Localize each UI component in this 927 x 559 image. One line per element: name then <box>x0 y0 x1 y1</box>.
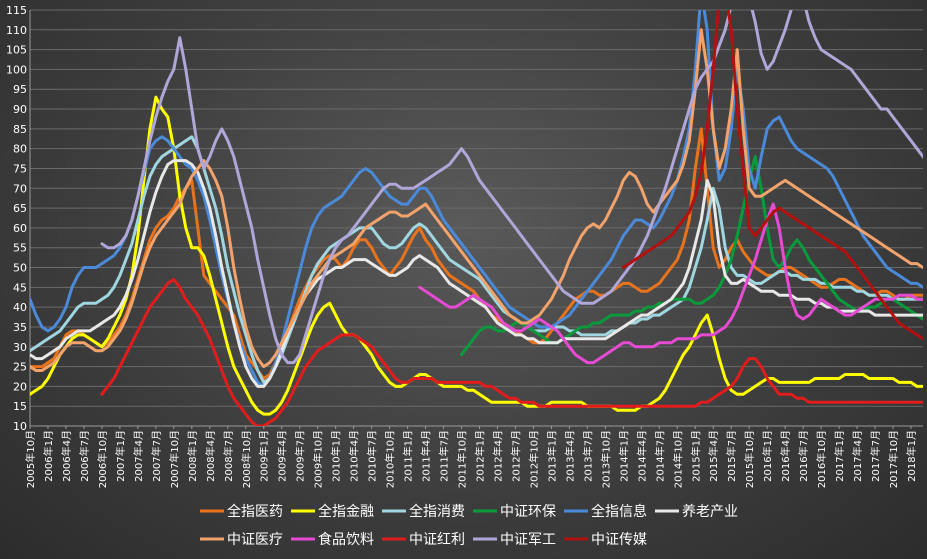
x-tick-label: 2011年7月 <box>438 430 451 482</box>
x-tick-label: 2009年1月 <box>258 430 271 482</box>
series-line-6 <box>30 28 923 372</box>
y-tick-label: 105 <box>6 44 27 57</box>
series-line-2 <box>30 135 923 384</box>
series-line-10 <box>621 10 923 341</box>
x-tick-label: 2010年1月 <box>330 430 343 482</box>
y-tick-label: 85 <box>13 123 27 136</box>
y-tick-label: 15 <box>13 400 27 413</box>
x-tick-label: 2007年1月 <box>114 430 127 482</box>
y-tick-label: 115 <box>6 4 27 17</box>
x-tick-label: 2011年10月 <box>456 430 469 488</box>
legend-label-4: 全指信息 <box>591 503 647 520</box>
x-tick-label: 2018年1月 <box>905 430 918 482</box>
y-tick-label: 50 <box>13 262 27 275</box>
x-tick-label: 2007年4月 <box>132 430 145 482</box>
legend-label-8: 中证红利 <box>409 532 465 548</box>
series-line-0 <box>30 127 923 380</box>
x-tick-label: 2016年1月 <box>761 430 774 482</box>
x-tick-label: 2017年1月 <box>833 430 846 482</box>
x-tick-label: 2014年4月 <box>635 430 648 482</box>
x-tick-label: 2013年7月 <box>581 430 594 482</box>
x-tick-label: 2017年7月 <box>869 430 882 482</box>
x-tick-label: 2014年1月 <box>617 430 630 482</box>
y-tick-label: 10 <box>13 420 27 433</box>
y-tick-label: 30 <box>13 341 27 354</box>
x-tick-label: 2008年4月 <box>204 430 217 482</box>
legend-label-5: 养老产业 <box>682 504 738 520</box>
series-line-1 <box>30 95 923 416</box>
y-tick-label: 75 <box>13 162 27 175</box>
x-tick-label: 2014年7月 <box>653 430 666 482</box>
x-tick-label: 2010年10月 <box>384 430 397 488</box>
y-tick-label: 35 <box>13 321 27 334</box>
x-tick-label: 2013年10月 <box>599 430 612 488</box>
legend-label-2: 全指消费 <box>409 503 465 520</box>
y-tick-label: 80 <box>13 143 27 156</box>
x-tick-label: 2016年10月 <box>815 430 828 488</box>
x-tick-label: 2007年7月 <box>150 430 163 482</box>
x-tick-label: 2006年4月 <box>60 430 73 482</box>
series-line-4 <box>30 10 923 388</box>
series-line-5 <box>30 159 923 388</box>
x-axis: 2005年10月 2006年1月 2006年4月 2006年7月 2006年10月 200… <box>24 425 923 488</box>
x-tick-label: 2015年4月 <box>707 430 720 482</box>
x-tick-label: 2010年4月 <box>348 430 361 482</box>
y-axis: 10 15 20 25 30 35 40 45 50 55 60 65 70 75 80 85 90 95 100 1… <box>6 4 31 433</box>
y-tick-label: 100 <box>6 63 27 76</box>
x-tick-label: 2006年7月 <box>78 430 91 482</box>
y-tick-label: 65 <box>13 202 27 215</box>
y-tick-label: 45 <box>13 281 27 294</box>
x-tick-label: 2006年1月 <box>42 430 55 482</box>
series-line-9 <box>100 10 923 365</box>
x-tick-label: 2009年7月 <box>294 430 307 482</box>
series-line-7 <box>418 202 923 365</box>
x-tick-label: 2015年10月 <box>743 430 756 488</box>
legend-label-3: 中证环保 <box>500 504 556 520</box>
legend-label-10: 中证传媒 <box>591 532 647 548</box>
x-tick-label: 2008年1月 <box>186 430 199 482</box>
plot-area <box>30 10 923 426</box>
x-tick-label: 2014年10月 <box>671 430 684 488</box>
x-tick-label: 2012年7月 <box>509 430 522 482</box>
x-tick-label: 2009年4月 <box>276 430 289 482</box>
x-tick-label: 2007年10月 <box>168 430 181 488</box>
x-tick-label: 2015年1月 <box>689 430 702 482</box>
x-tick-label: 2011年1月 <box>402 430 415 482</box>
x-tick-label: 2009年10月 <box>312 430 325 488</box>
x-tick-label: 2008年10月 <box>240 430 253 488</box>
y-tick-label: 90 <box>13 103 27 116</box>
x-tick-label: 2017年10月 <box>887 430 900 488</box>
y-tick-label: 95 <box>13 83 27 96</box>
y-tick-label: 25 <box>13 361 27 374</box>
y-tick-label: 40 <box>13 301 27 314</box>
x-tick-label: 2006年10月 <box>96 430 109 488</box>
legend-label-1: 全指金融 <box>318 503 374 520</box>
series-line-8 <box>100 277 923 426</box>
legend-label-7: 食品饮料 <box>318 531 374 548</box>
x-tick-label: 2013年4月 <box>563 430 576 482</box>
x-tick-label: 2016年7月 <box>797 430 810 482</box>
legend-label-0: 全指医药 <box>227 503 283 520</box>
x-tick-label: 2012年1月 <box>473 430 486 482</box>
x-tick-label: 2015年7月 <box>725 430 738 482</box>
x-tick-label: 2016年4月 <box>779 430 792 482</box>
x-tick-label: 2012年4月 <box>491 430 504 482</box>
x-tick-label: 2012年10月 <box>527 430 540 488</box>
y-tick-label: 60 <box>13 222 27 235</box>
y-tick-label: 70 <box>13 182 27 195</box>
y-tick-label: 20 <box>13 380 27 393</box>
x-tick-label: 2008年7月 <box>222 430 235 482</box>
x-tick-label: 2011年4月 <box>420 430 433 482</box>
y-tick-label: 110 <box>6 24 27 37</box>
x-tick-label: 2005年10月 <box>24 430 37 488</box>
legend-label-6: 中证医疗 <box>227 532 283 548</box>
x-tick-label: 2013年1月 <box>545 430 558 482</box>
x-tick-label: 2010年7月 <box>366 430 379 482</box>
y-tick-label: 55 <box>13 242 27 255</box>
x-tick-label: 2017年4月 <box>851 430 864 482</box>
legend-label-9: 中证军工 <box>500 532 556 548</box>
